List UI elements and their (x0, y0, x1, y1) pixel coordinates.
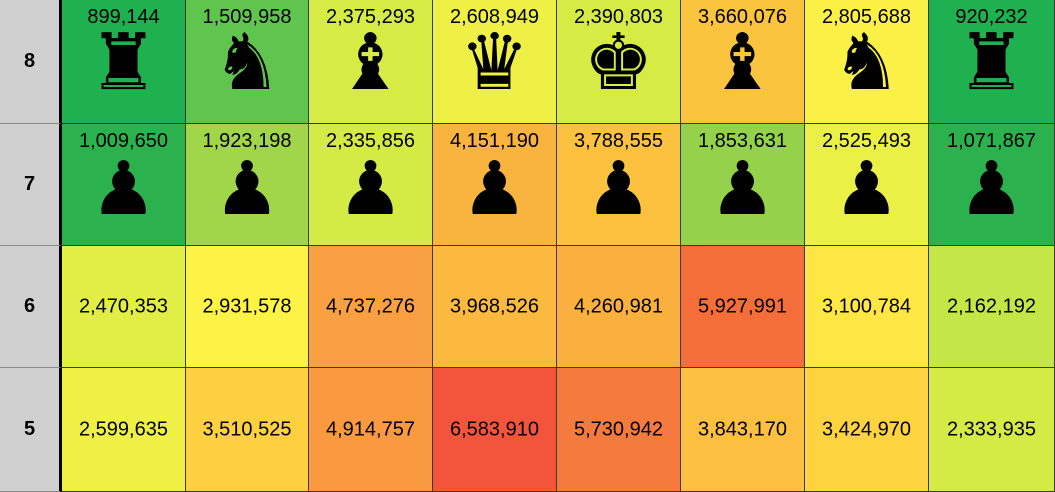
knight-icon: ♞ (212, 18, 282, 108)
bishop-icon: ♝ (707, 18, 778, 108)
cell-value: 2,470,353 (79, 295, 168, 317)
cell-value: 1,009,650 (79, 130, 168, 152)
cell-value: 6,583,910 (450, 418, 539, 440)
heatmap-cell: 3,968,526 (433, 246, 557, 368)
heatmap-cell: 2,931,578 (186, 246, 309, 368)
heatmap-cell: 2,333,935 (929, 368, 1055, 492)
heatmap-cell: 2,599,635 (62, 368, 186, 492)
row-header-5: 5 (0, 368, 62, 492)
pawn-icon: ♟ (833, 146, 900, 232)
heatmap-cell: 2,335,856 ♟ (309, 124, 433, 246)
bishop-icon: ♝ (335, 18, 406, 108)
heatmap-cell: 5,927,991 (681, 246, 805, 368)
cell-value: 920,232 (955, 6, 1028, 28)
heatmap-cell: 3,424,970 (805, 368, 929, 492)
pawn-icon: ♟ (958, 146, 1025, 232)
heatmap-cell: 2,525,493 ♟ (805, 124, 929, 246)
heatmap-cell: 899,144 ♜ (62, 0, 186, 124)
heatmap-cell: 1,009,650 ♟ (62, 124, 186, 246)
heatmap-cell: 2,162,192 (929, 246, 1055, 368)
pawn-icon: ♟ (461, 146, 528, 232)
heatmap-cell: 2,608,949 ♛ (433, 0, 557, 124)
rook-icon: ♜ (88, 18, 159, 108)
cell-value: 3,510,525 (202, 418, 292, 440)
cell-value: 4,737,276 (326, 295, 415, 317)
cell-value: 4,260,981 (574, 295, 663, 317)
cell-value: 2,375,293 (326, 6, 415, 28)
heatmap-cell: 3,843,170 (681, 368, 805, 492)
heatmap-cell: 4,914,757 (309, 368, 433, 492)
rook-icon: ♜ (956, 18, 1027, 108)
heatmap-cell: 5,730,942 (557, 368, 681, 492)
cell-value: 2,162,192 (947, 295, 1036, 317)
king-icon: ♚ (583, 18, 654, 108)
heatmap-cell: 3,788,555 ♟ (557, 124, 681, 246)
pawn-icon: ♟ (709, 146, 776, 232)
pawn-icon: ♟ (90, 146, 157, 232)
cell-value: 4,914,757 (326, 418, 415, 440)
cell-value: 5,927,991 (698, 295, 787, 317)
heatmap-cell: 1,853,631 ♟ (681, 124, 805, 246)
queen-icon: ♛ (459, 18, 530, 108)
cell-value: 2,390,803 (574, 6, 663, 28)
cell-value: 3,968,526 (450, 295, 539, 317)
cell-value: 1,853,631 (698, 130, 787, 152)
pawn-icon: ♟ (585, 146, 652, 232)
heatmap-cell: 2,375,293 ♝ (309, 0, 433, 124)
cell-value: 2,525,493 (822, 130, 911, 152)
cell-value: 1,509,958 (202, 6, 292, 28)
heatmap-cell: 2,805,688 ♞ (805, 0, 929, 124)
row-header-7: 7 (0, 124, 62, 246)
heatmap-cell: 4,260,981 (557, 246, 681, 368)
pawn-icon: ♟ (213, 146, 281, 232)
knight-icon: ♞ (831, 18, 902, 108)
cell-value: 3,843,170 (698, 418, 787, 440)
cell-value: 2,608,949 (450, 6, 539, 28)
cell-value: 2,931,578 (202, 295, 292, 317)
cell-value: 3,424,970 (822, 418, 911, 440)
cell-value: 2,805,688 (822, 6, 911, 28)
heatmap-cell: 3,510,525 (186, 368, 309, 492)
row-header-6: 6 (0, 246, 62, 368)
cell-value: 3,788,555 (574, 130, 663, 152)
heatmap-cell: 3,100,784 (805, 246, 929, 368)
pawn-icon: ♟ (337, 146, 404, 232)
heatmap-cell: 2,470,353 (62, 246, 186, 368)
cell-value: 1,923,198 (202, 130, 292, 152)
row-header-8: 8 (0, 0, 62, 124)
heatmap-cell: 3,660,076 ♝ (681, 0, 805, 124)
heatmap-cell: 920,232 ♜ (929, 0, 1055, 124)
heatmap-cell: 1,509,958 ♞ (186, 0, 309, 124)
heatmap-cell: 2,390,803 ♚ (557, 0, 681, 124)
cell-value: 2,599,635 (79, 418, 168, 440)
heatmap-cell: 1,923,198 ♟ (186, 124, 309, 246)
cell-value: 2,335,856 (326, 130, 415, 152)
cell-value: 1,071,867 (947, 130, 1036, 152)
cell-value: 4,151,190 (450, 130, 539, 152)
cell-value: 5,730,942 (574, 418, 663, 440)
heatmap-cell: 4,737,276 (309, 246, 433, 368)
heatmap-cell: 1,071,867 ♟ (929, 124, 1055, 246)
cell-value: 3,660,076 (698, 6, 787, 28)
cell-value: 2,333,935 (947, 418, 1036, 440)
heatmap-cell: 6,583,910 (433, 368, 557, 492)
cell-value: 3,100,784 (822, 295, 911, 317)
cell-value: 899,144 (87, 6, 160, 28)
heatmap-cell: 4,151,190 ♟ (433, 124, 557, 246)
